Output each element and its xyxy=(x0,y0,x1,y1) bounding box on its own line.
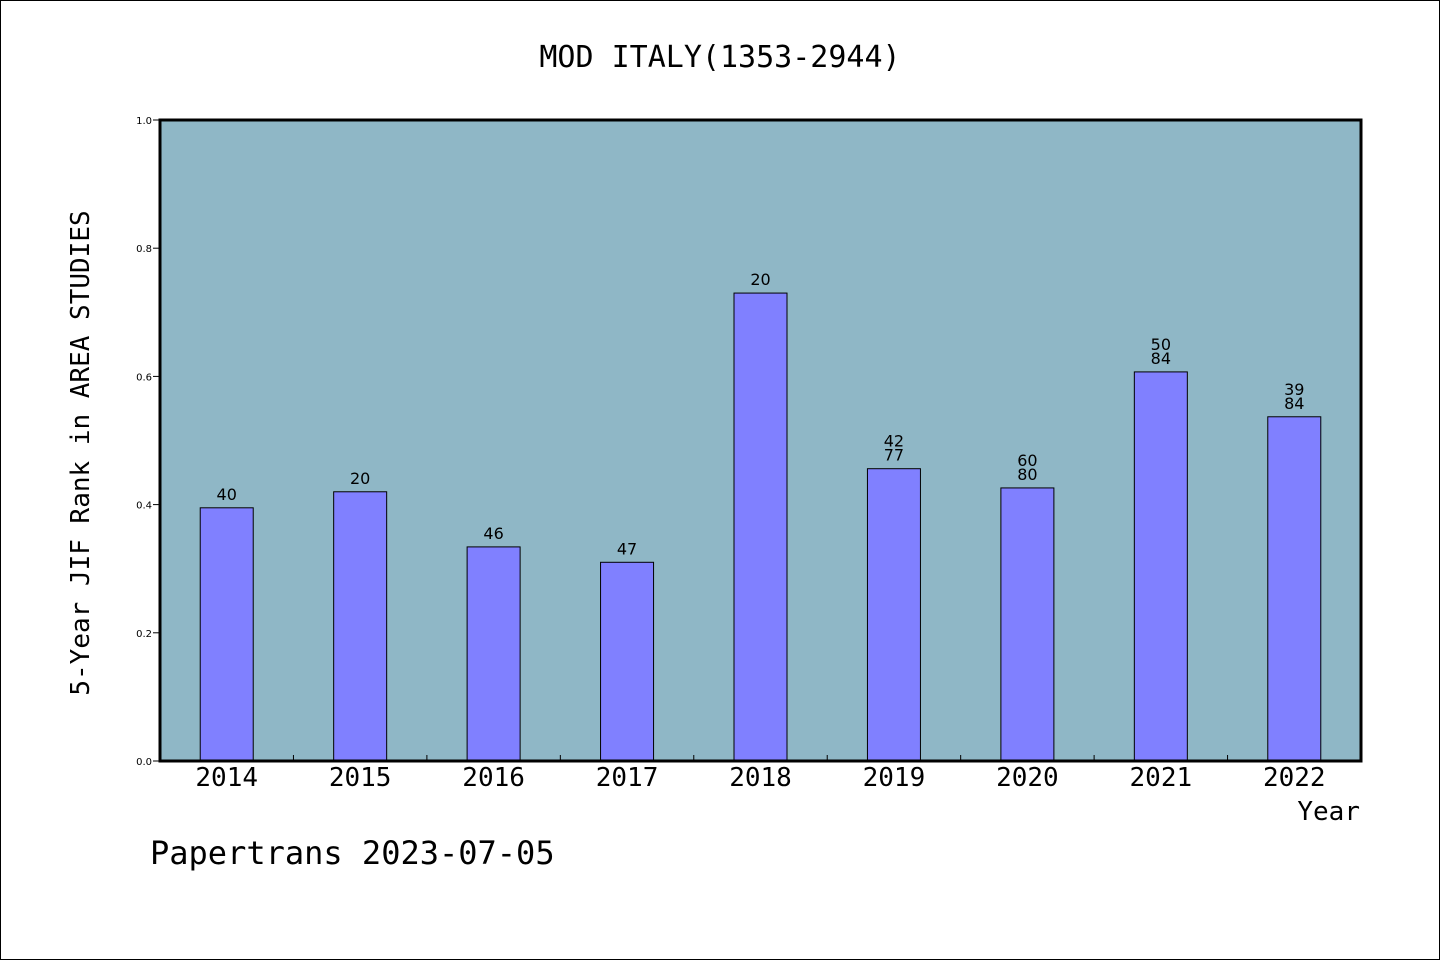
x-tick-label: 2017 xyxy=(596,763,659,793)
bar-2019 xyxy=(866,468,921,762)
x-tick-label: 2014 xyxy=(195,763,258,793)
bar-data-label: 77 xyxy=(884,446,904,465)
footer-text: Papertrans 2023-07-05 xyxy=(150,834,555,872)
x-tick-label: 2016 xyxy=(462,763,525,793)
x-tick-label: 2018 xyxy=(729,763,792,793)
x-tick-label: 2020 xyxy=(996,763,1059,793)
x-tick-label: 2021 xyxy=(1130,763,1193,793)
plot-border xyxy=(158,118,1363,763)
bar-data-label: 47 xyxy=(617,539,637,558)
bar-data-label: 84 xyxy=(1284,394,1304,413)
y-tick-label: 0.2 xyxy=(136,629,152,640)
bar-data-label: 20 xyxy=(750,270,770,289)
bar-2020 xyxy=(1000,487,1055,762)
bar-2014 xyxy=(199,507,254,762)
bars xyxy=(199,292,1322,762)
bar-2021 xyxy=(1133,371,1188,762)
bar-2016 xyxy=(466,546,521,762)
y-tick-label: 1.0 xyxy=(136,116,152,127)
bar-2022 xyxy=(1267,416,1322,762)
bar-data-label: 80 xyxy=(1017,465,1037,484)
y-tick-label: 0.8 xyxy=(136,244,152,255)
y-axis-label: 5-Year JIF Rank in AREA STUDIES xyxy=(66,210,96,695)
y-tick-label: 0.4 xyxy=(136,501,152,512)
bar-data-label: 40 xyxy=(217,485,237,504)
bar-2017 xyxy=(600,561,655,762)
x-tick-label: 2022 xyxy=(1263,763,1326,793)
x-tick-label: 2015 xyxy=(329,763,392,793)
bar-data-label: 20 xyxy=(350,469,370,488)
x-tick-label: 2019 xyxy=(863,763,926,793)
y-tick-label: 0.6 xyxy=(136,372,152,383)
x-axis: 2014 2015 2016 2017 2018 2019 2020 2021 2022 xyxy=(195,755,1326,793)
x-axis-label: Year xyxy=(1297,797,1360,827)
y-tick-label: 0.0 xyxy=(136,757,152,768)
bar-data-label: 50 xyxy=(1151,335,1171,354)
y-axis: 0.0 0.2 0.4 0.6 0.8 1.0 xyxy=(136,116,160,768)
bar-data-label: 46 xyxy=(483,524,503,543)
bar-data-label: 42 xyxy=(884,432,904,451)
bar-data-label: 84 xyxy=(1151,349,1171,368)
chart-title: MOD ITALY(1353-2944) xyxy=(539,40,900,75)
bar-2015 xyxy=(333,491,388,762)
bar-2018 xyxy=(733,292,788,762)
bar-data-label: 60 xyxy=(1017,451,1037,470)
bar-data-label: 39 xyxy=(1284,380,1304,399)
